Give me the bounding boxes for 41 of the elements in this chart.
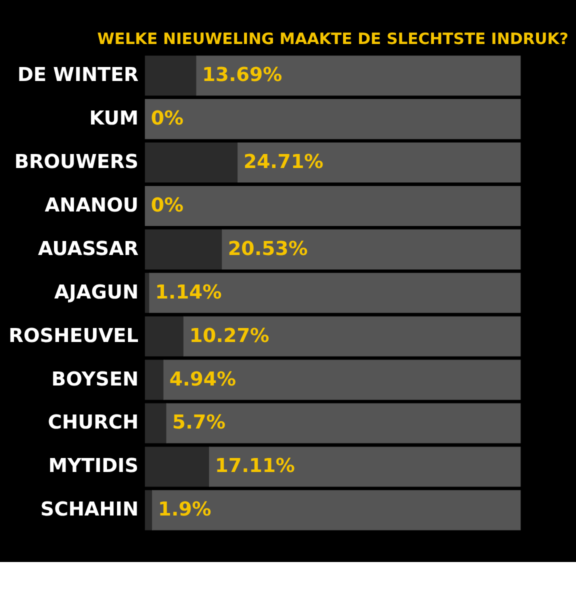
data-label: 13.69% — [202, 63, 282, 86]
y-tick-label: ROSHEUVEL — [8, 324, 139, 347]
bar — [196, 56, 521, 96]
data-label: 1.14% — [155, 280, 222, 304]
data-label: 20.53% — [228, 236, 308, 260]
bar — [144, 186, 521, 226]
y-tick-label: ANANOU — [44, 193, 139, 216]
data-label: 4.94% — [169, 367, 236, 390]
bar — [144, 142, 238, 183]
y-tick-label: AUASSAR — [38, 236, 139, 260]
bar — [149, 272, 521, 313]
data-label: 10.27% — [189, 324, 270, 347]
y-tick-label: BOYSEN — [51, 367, 139, 390]
y-tick-label: BROUWERS — [14, 150, 139, 173]
bar — [152, 490, 521, 530]
bar — [144, 99, 521, 140]
data-label: 0% — [150, 193, 184, 216]
bar — [144, 446, 210, 487]
bar — [144, 360, 164, 400]
bar — [222, 229, 521, 270]
bar — [163, 360, 521, 400]
bar — [144, 316, 184, 356]
data-label: 24.71% — [243, 150, 324, 173]
bar — [183, 316, 521, 356]
data-label: 5.7% — [172, 410, 226, 434]
y-tick-label: DE WINTER — [17, 63, 139, 86]
y-tick-label: KUM — [89, 106, 139, 130]
y-tick-label: MYTIDIS — [48, 454, 139, 478]
y-tick-label: CHURCH — [48, 410, 139, 434]
y-tick-label: SCHAHIN — [40, 498, 139, 521]
data-label: 0% — [150, 106, 184, 130]
bar — [238, 142, 521, 183]
data-label: 1.9% — [158, 498, 212, 521]
bar — [144, 56, 198, 96]
chart-title: WELKE NIEUWELING MAAKTE DE SLECHTSTE INDRUK? — [97, 30, 568, 48]
data-label: 17.11% — [214, 454, 295, 478]
bar — [144, 403, 168, 444]
bar — [166, 403, 521, 444]
bar — [144, 229, 223, 270]
bar — [209, 446, 521, 487]
y-tick-label: AJAGUN — [54, 280, 139, 304]
